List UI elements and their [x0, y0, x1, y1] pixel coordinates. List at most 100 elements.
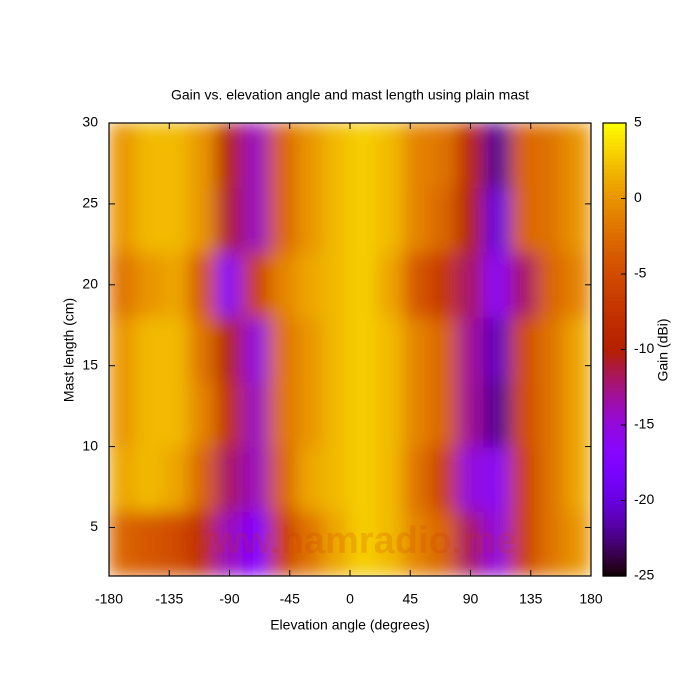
colorbar-slice [603, 221, 626, 226]
heatmap-cell [188, 187, 217, 253]
heatmap-cell [510, 510, 538, 576]
heatmap-cell [322, 510, 351, 576]
heatmap-cell [215, 446, 244, 512]
heatmap-cell [563, 187, 591, 253]
heatmap-cell [295, 123, 324, 189]
colorbar-slice [603, 368, 626, 373]
colorbar-slice [603, 398, 626, 403]
heatmap-cell [215, 251, 244, 318]
heatmap-cell [135, 123, 164, 189]
heatmap-cell [376, 510, 405, 576]
colorbar-slice [603, 477, 626, 483]
heatmap [109, 123, 591, 576]
heatmap-cell [510, 123, 538, 189]
heatmap-cell [483, 446, 512, 512]
colorbar-slice [603, 557, 626, 562]
heatmap-cell [563, 316, 591, 383]
heatmap-cell [162, 251, 190, 318]
heatmap-cell [295, 251, 324, 318]
colorbar-slice [603, 307, 626, 313]
heatmap-cell [322, 251, 351, 318]
heatmap-cell [349, 316, 378, 383]
colorbar-slice [603, 134, 626, 139]
heatmap-cell [295, 187, 324, 253]
colorbar-slice [603, 364, 626, 369]
heatmap-cell [215, 510, 244, 576]
colorbar-slice [603, 549, 626, 554]
heatmap-cell [349, 381, 378, 448]
colorbar-slice [603, 153, 626, 158]
colorbar-slice [603, 474, 626, 479]
heatmap-cell [162, 510, 190, 576]
heatmap-cell [429, 381, 458, 448]
x-tick-label: 135 [519, 591, 543, 607]
x-tick-label: 180 [579, 591, 603, 607]
x-tick-label: 90 [463, 591, 479, 607]
colorbar-slice [603, 285, 626, 290]
colorbar-slice [603, 568, 626, 573]
colorbar-slice [603, 440, 626, 445]
heatmap-cell [135, 187, 164, 253]
heatmap-cell [109, 446, 137, 512]
heatmap-cell [483, 510, 512, 576]
heatmap-cell [269, 446, 297, 512]
colorbar-slice [603, 523, 626, 528]
colorbar-slice [603, 530, 626, 536]
heatmap-cell [109, 187, 137, 253]
colorbar-slice [603, 198, 626, 203]
heatmap-cell [563, 446, 591, 512]
heatmap-cell [215, 381, 244, 448]
colorbar-slice [603, 357, 626, 362]
colorbar-slice [603, 417, 626, 422]
colorbar-slice [603, 194, 626, 200]
colorbar-slice [603, 515, 626, 520]
colorbar-slice [603, 274, 626, 279]
colorbar-slice [603, 149, 626, 154]
heatmap-cell [510, 446, 538, 512]
x-tick-label: 0 [346, 591, 354, 607]
heatmap-cell [429, 446, 458, 512]
colorbar-slice [603, 311, 626, 317]
colorbar-slice [603, 451, 626, 456]
heatmap-cell [510, 251, 538, 318]
colorbar-slice [603, 572, 626, 577]
colorbar-slice [603, 425, 626, 430]
colorbar-slice [603, 255, 626, 260]
y-tick-label: 5 [90, 518, 98, 534]
heatmap-cell [242, 381, 271, 448]
y-tick-label: 10 [82, 437, 98, 453]
colorbar [603, 123, 626, 577]
colorbar-slice [603, 338, 626, 343]
heatmap-cell [429, 316, 458, 383]
colorbar-slice [603, 247, 626, 252]
colorbar-slice [603, 164, 626, 169]
plot-area: www.hamradio.me [109, 123, 591, 576]
y-tick-label: 15 [82, 356, 98, 372]
colorbar-slice [603, 217, 626, 222]
x-tick-label: -45 [280, 591, 300, 607]
heatmap-cell [483, 316, 512, 383]
heatmap-cell [109, 316, 137, 383]
heatmap-cell [483, 381, 512, 448]
heatmap-cell [456, 187, 485, 253]
colorbar-slice [603, 466, 626, 471]
heatmap-cell [162, 316, 190, 383]
heatmap-cell [536, 251, 565, 318]
colorbar-slice [603, 258, 626, 264]
heatmap-cell [536, 381, 565, 448]
colorbar-slice [603, 145, 626, 151]
colorbar-slice [603, 379, 626, 385]
colorbar-tick-label: -5 [634, 265, 647, 281]
y-tick-label: 20 [82, 275, 98, 291]
heatmap-cell [429, 510, 458, 576]
colorbar-slice [603, 175, 626, 181]
heatmap-cell [269, 316, 297, 383]
heatmap-cell [483, 251, 512, 318]
heatmap-cell [188, 510, 217, 576]
colorbar-slice [603, 553, 626, 558]
heatmap-cell [322, 123, 351, 189]
heatmap-cell [563, 381, 591, 448]
heatmap-cell [403, 187, 431, 253]
heatmap-cell [242, 510, 271, 576]
colorbar-slice [603, 130, 626, 135]
